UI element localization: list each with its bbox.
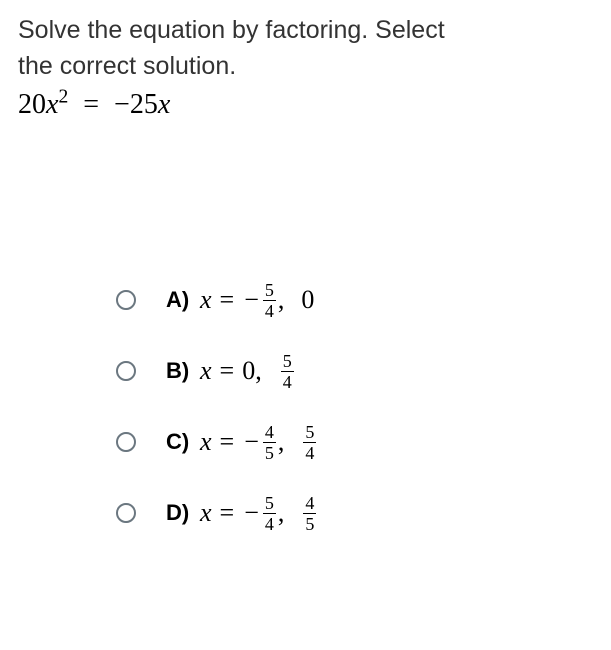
separator-comma: , <box>278 498 285 528</box>
spacer <box>266 356 279 386</box>
spacer <box>288 427 301 457</box>
fraction: 54 <box>303 423 316 462</box>
separator-comma: , <box>278 427 285 457</box>
rhs-var: x <box>158 89 170 120</box>
choice-math: x =0, 54 <box>200 352 296 391</box>
choice-math: x=−45, 54 <box>200 423 318 462</box>
equals-sign: = <box>220 356 235 386</box>
question-prompt: Solve the equation by factoring. Select … <box>18 12 593 85</box>
radio-button[interactable] <box>116 432 136 452</box>
variable-x: x <box>200 427 212 457</box>
choice-math: x =−54, 0 <box>200 281 314 320</box>
lhs-coeff: 20 <box>18 89 46 120</box>
choice-letter: B) <box>166 358 194 384</box>
fraction-denominator: 4 <box>303 442 316 462</box>
fraction-denominator: 4 <box>281 371 294 391</box>
choice-math: x=−54, 45 <box>200 494 318 533</box>
fraction-numerator: 4 <box>303 494 316 513</box>
equals-sign: = <box>83 89 99 120</box>
fraction-numerator: 5 <box>263 281 276 300</box>
fraction-denominator: 5 <box>263 442 276 462</box>
integer-value: 0 <box>242 356 255 386</box>
fraction: 45 <box>263 423 276 462</box>
fraction-numerator: 4 <box>263 423 276 442</box>
separator-comma: , <box>278 285 285 315</box>
equation: 20x2 = −25x <box>18 89 593 121</box>
minus-sign: − <box>244 285 259 315</box>
minus-sign: − <box>244 498 259 528</box>
fraction-numerator: 5 <box>263 494 276 513</box>
radio-button[interactable] <box>116 361 136 381</box>
lhs-var: x <box>46 89 58 120</box>
equals-sign: = <box>220 498 235 528</box>
fraction-denominator: 5 <box>303 513 316 533</box>
fraction: 54 <box>281 352 294 391</box>
variable-x: x <box>200 356 212 386</box>
radio-button[interactable] <box>116 290 136 310</box>
answer-choice[interactable]: C)x=−45, 54 <box>116 423 593 462</box>
answer-choices: A)x=−54, 0B)x=0, 54C)x=−45, 54D)x=−54, 4… <box>116 281 593 533</box>
minus-sign: − <box>244 427 259 457</box>
lhs-exp: 2 <box>58 86 68 107</box>
fraction: 54 <box>263 281 276 320</box>
rhs-coeff: 25 <box>130 89 158 120</box>
question-page: Solve the equation by factoring. Select … <box>0 0 611 577</box>
equals-sign: = <box>220 427 235 457</box>
spacer <box>288 498 301 528</box>
answer-choice[interactable]: A)x =−54, 0 <box>116 281 593 320</box>
choice-letter: C) <box>166 429 194 455</box>
answer-choice[interactable]: D)x=−54, 45 <box>116 494 593 533</box>
rhs-sign: − <box>114 89 130 120</box>
variable-x: x <box>200 285 212 315</box>
separator-comma: , <box>255 356 262 386</box>
equals-sign: = <box>220 285 235 315</box>
choice-letter: D) <box>166 500 194 526</box>
fraction: 54 <box>263 494 276 533</box>
radio-button[interactable] <box>116 503 136 523</box>
variable-x: x <box>200 498 212 528</box>
choice-letter: A) <box>166 287 194 313</box>
prompt-line-1: Solve the equation by factoring. Select <box>18 16 445 44</box>
fraction-denominator: 4 <box>263 300 276 320</box>
integer-value: 0 <box>301 285 314 315</box>
spacer <box>288 285 301 315</box>
fraction-numerator: 5 <box>303 423 316 442</box>
fraction: 45 <box>303 494 316 533</box>
prompt-line-2: the correct solution. <box>18 52 236 80</box>
fraction-denominator: 4 <box>263 513 276 533</box>
fraction-numerator: 5 <box>281 352 294 371</box>
answer-choice[interactable]: B)x =0, 54 <box>116 352 593 391</box>
